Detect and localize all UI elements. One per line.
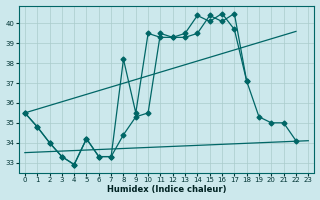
X-axis label: Humidex (Indice chaleur): Humidex (Indice chaleur) <box>107 185 226 194</box>
